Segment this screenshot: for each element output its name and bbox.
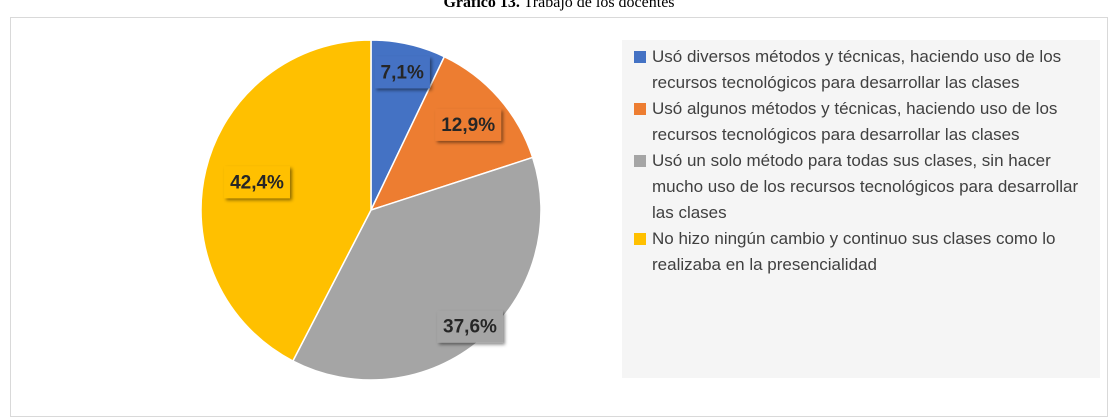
legend-label: Usó un solo método para todas sus clases… — [652, 151, 1079, 222]
data-label-group: 12,9% — [435, 108, 502, 141]
data-label-box — [374, 56, 430, 89]
legend-label: Usó diversos métodos y técnicas, haciend… — [652, 47, 1062, 92]
chart: 7,1% 12,9% 37,6% 42,4% — [200, 39, 542, 381]
legend-entry: Usó diversos métodos y técnicas, haciend… — [634, 44, 1094, 96]
legend-entry: Usó un solo método para todas sus clases… — [634, 148, 1094, 226]
legend-swatch — [634, 233, 646, 245]
data-label: 37,6% — [443, 317, 497, 338]
legend-entry: Usó algunos métodos y técnicas, haciendo… — [634, 96, 1094, 148]
title-label: Gráfico 13. — [443, 0, 520, 11]
data-label-box — [224, 166, 290, 199]
data-label-group: 42,4% — [224, 166, 290, 199]
legend-swatch — [634, 103, 646, 115]
data-label: 12,9% — [441, 115, 495, 136]
data-label-box — [437, 310, 503, 343]
data-label-group: 7,1% — [374, 56, 430, 89]
legend-swatch — [634, 51, 646, 63]
legend-swatch — [634, 155, 646, 167]
chart-title: Gráfico 13. Trabajo de los docentes — [0, 0, 1118, 12]
legend-label: No hizo ningún cambio y continuo sus cla… — [652, 229, 1056, 274]
title-text: Trabajo de los docentes — [523, 0, 675, 11]
legend: Usó diversos métodos y técnicas, haciend… — [622, 40, 1100, 378]
data-label: 42,4% — [230, 172, 284, 193]
data-label-group: 37,6% — [437, 310, 503, 343]
legend-entry: No hizo ningún cambio y continuo sus cla… — [634, 226, 1094, 278]
pie-slice — [200, 39, 372, 362]
legend-label: Usó algunos métodos y técnicas, haciendo… — [652, 99, 1058, 144]
data-label-box — [435, 108, 502, 141]
data-label: 7,1% — [381, 62, 424, 83]
